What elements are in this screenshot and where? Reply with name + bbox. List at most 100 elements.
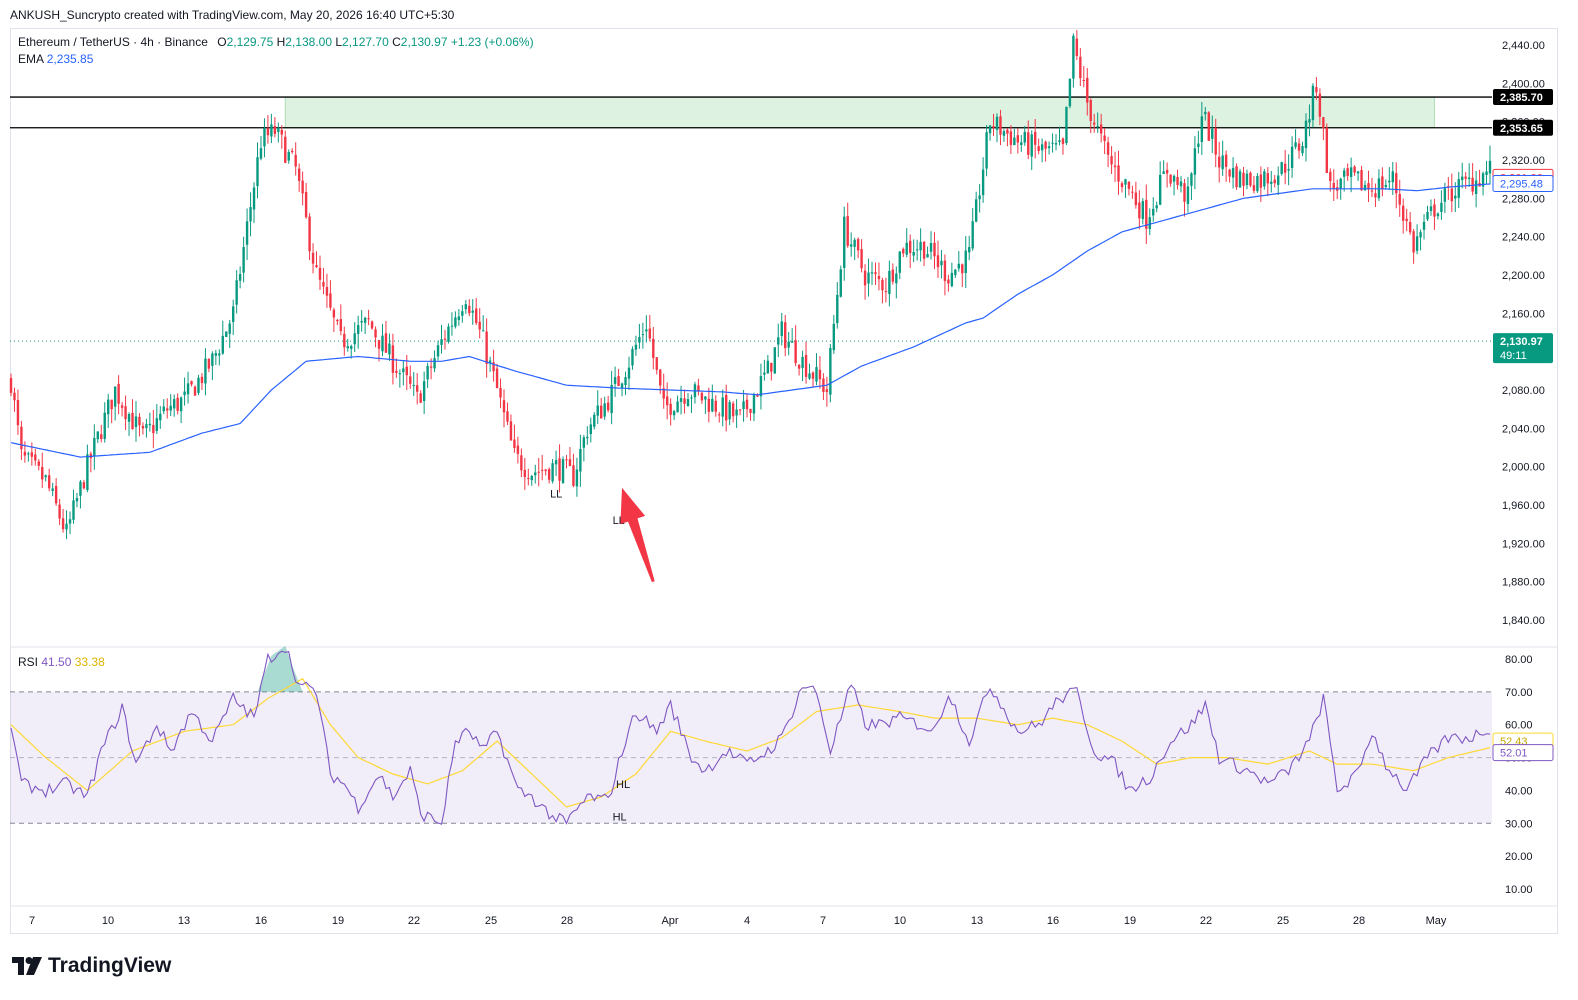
candle-body xyxy=(61,518,65,530)
candle-body xyxy=(801,356,804,369)
candle-body xyxy=(593,414,596,427)
candle-body xyxy=(1204,111,1207,115)
candle-body xyxy=(1193,148,1197,175)
candle-body xyxy=(54,485,58,504)
candle-body xyxy=(613,377,617,384)
candle-body xyxy=(780,321,783,336)
candle-body xyxy=(728,402,731,420)
candle-body xyxy=(1273,179,1276,184)
candle-body xyxy=(1183,183,1186,202)
rsi-label[interactable]: RSI xyxy=(18,655,39,669)
candle-body xyxy=(1162,171,1165,174)
low-label: L xyxy=(335,35,343,49)
candle-body xyxy=(113,386,117,407)
candle-body xyxy=(1297,143,1301,151)
candle-body xyxy=(1329,171,1332,182)
candle-body xyxy=(1388,180,1391,183)
candle-body xyxy=(759,376,763,397)
candle-body xyxy=(995,116,999,130)
candle-body xyxy=(579,449,582,472)
candle-body xyxy=(207,359,211,369)
time-tick-label-2: 13 xyxy=(178,915,190,927)
candle-body xyxy=(238,273,242,281)
low-value: 2,127.70 xyxy=(342,35,389,49)
candle-body xyxy=(936,255,940,268)
change-value: +1.23 (+0.06%) xyxy=(450,35,534,49)
candle-body xyxy=(1086,77,1089,103)
candle-body xyxy=(499,387,502,398)
candle-body xyxy=(1033,131,1037,145)
candle-body xyxy=(1065,106,1068,144)
candle-body xyxy=(1145,199,1148,229)
candle-body xyxy=(804,354,808,377)
candle-body xyxy=(1429,206,1433,211)
candle-body xyxy=(422,381,426,401)
candle-body xyxy=(1318,93,1322,117)
candle-body xyxy=(346,346,349,349)
candle-body xyxy=(1481,173,1485,187)
candle-body xyxy=(86,454,89,490)
candle-body xyxy=(836,294,839,324)
candle-body xyxy=(1488,160,1492,174)
candle-body xyxy=(263,128,266,147)
candle-body xyxy=(905,242,908,255)
candle-body xyxy=(790,341,794,343)
price-tick-label-8: 2,080.00 xyxy=(1502,385,1545,397)
candle-body xyxy=(485,331,488,364)
ema-tag-bg xyxy=(1492,174,1554,192)
candle-body xyxy=(1235,166,1238,188)
candle-body xyxy=(1016,135,1020,143)
candle-body xyxy=(343,333,346,348)
candle-body xyxy=(752,395,756,414)
time-tick-label-13: 16 xyxy=(1047,915,1059,927)
candle-body xyxy=(155,418,159,431)
candle-body xyxy=(395,370,398,373)
time-tick-label-11: 10 xyxy=(894,915,906,927)
last-price-tag-bg xyxy=(1493,333,1553,364)
candle-body xyxy=(259,148,263,159)
candle-body xyxy=(356,325,360,334)
candle-body xyxy=(627,367,631,379)
candle-body xyxy=(808,373,811,379)
candle-body xyxy=(676,401,679,413)
candle-body xyxy=(468,305,471,314)
resistance-zone xyxy=(284,96,1435,129)
candle-body xyxy=(547,469,551,480)
candle-body xyxy=(506,411,509,422)
price-tick-label-0: 2,440.00 xyxy=(1502,40,1545,52)
candle-body xyxy=(1363,184,1367,191)
candle-body xyxy=(266,128,270,136)
candle-body xyxy=(947,279,950,284)
candle-body xyxy=(370,321,374,329)
candle-body xyxy=(1134,192,1138,206)
candle-body xyxy=(1464,176,1467,179)
candle-body xyxy=(1287,169,1290,171)
candle-body xyxy=(1280,162,1283,174)
price-legend: Ethereum / TetherUS · 4h · Binance O2,12… xyxy=(18,35,534,49)
candle-body xyxy=(443,338,447,340)
rsi-tick-label-1: 70.00 xyxy=(1505,687,1533,699)
candle-body xyxy=(988,125,992,134)
candle-body xyxy=(287,152,290,161)
close-label: C xyxy=(392,35,401,49)
candle-body xyxy=(127,414,131,422)
price-tick-label-4: 2,280.00 xyxy=(1502,193,1545,205)
symbol-label[interactable]: Ethereum / TetherUS · 4h · Binance xyxy=(18,35,208,49)
chart-credit: ANKUSH_Suncrypto created with TradingVie… xyxy=(10,8,455,22)
candle-body xyxy=(1124,179,1127,185)
candle-body xyxy=(1013,137,1016,146)
candle-body xyxy=(1360,170,1363,191)
ema-label[interactable]: EMA xyxy=(18,52,44,66)
candle-body xyxy=(1075,38,1079,56)
candle-body xyxy=(589,424,592,435)
candle-body xyxy=(322,282,325,287)
candle-body xyxy=(895,273,898,284)
candle-body xyxy=(620,383,624,389)
price-tick-label-13: 1,880.00 xyxy=(1502,577,1545,589)
candle-body xyxy=(280,129,284,135)
price-tick-label-10: 2,000.00 xyxy=(1502,462,1545,474)
candle-body xyxy=(41,466,44,480)
candle-body xyxy=(190,381,193,385)
tradingview-logo[interactable]: TradingView xyxy=(12,954,171,978)
